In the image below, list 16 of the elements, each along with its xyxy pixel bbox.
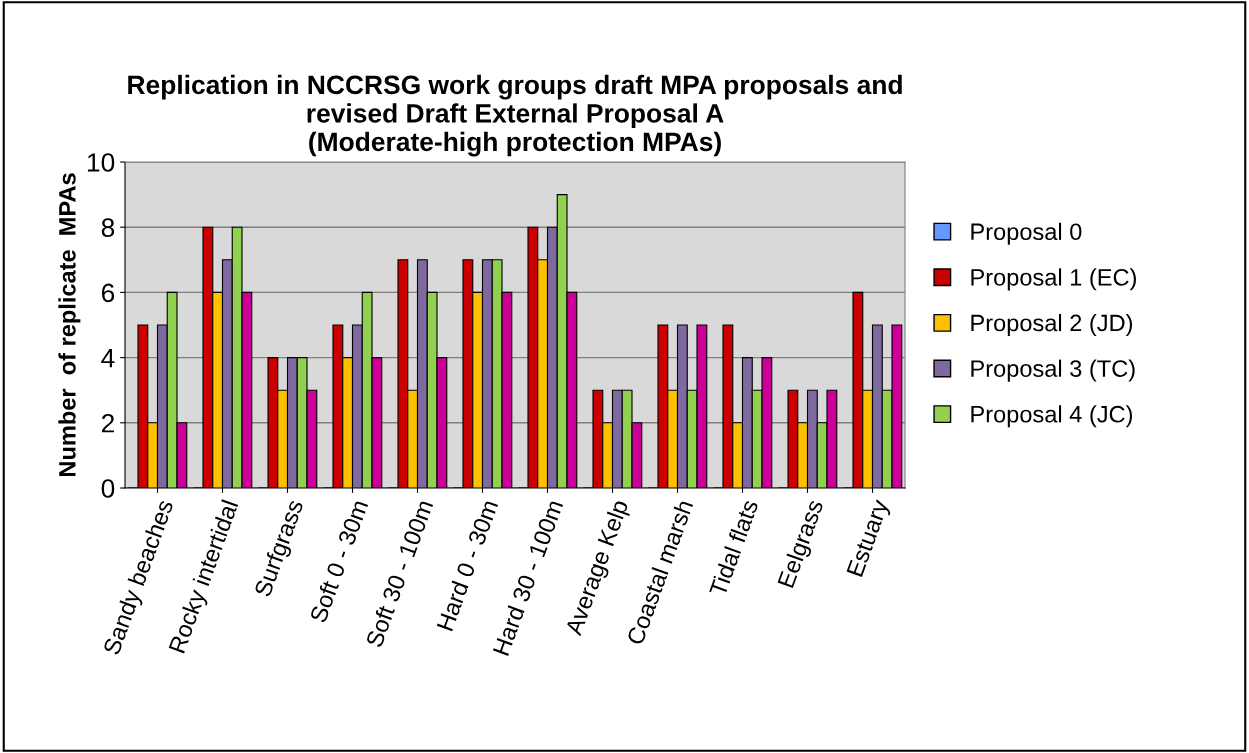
x-tick-label: Hard 0 - 30m [436,499,499,632]
chart-title: Replication in NCCRSG work groups draft MPA proposals and revised Draft External Proposal A (Moderate-high protection MPAs) [128,74,902,157]
y-tick-label: 4 [101,349,115,368]
y-axis-title: Number of replicate MPAs [58,173,81,477]
legend-label: Proposal 4 (JC) [971,405,1133,428]
y-tick-label: 8 [101,218,115,238]
legend-label: Proposal 1 (EC) [971,268,1136,291]
x-tick-label: Tidal flats [708,498,759,598]
legend-label: Proposal 0 [971,222,1082,245]
y-tick-label: 0 [101,479,115,498]
y-tick-label: 10 [87,153,115,172]
legend-label: Proposal 2 (JD) [971,314,1133,337]
y-tick-label: 6 [101,283,115,303]
legend-label: Proposal 3 (TC) [971,359,1135,382]
x-tick-label: Soft 0 - 30m [308,499,369,624]
y-tick-label: 2 [101,413,114,433]
